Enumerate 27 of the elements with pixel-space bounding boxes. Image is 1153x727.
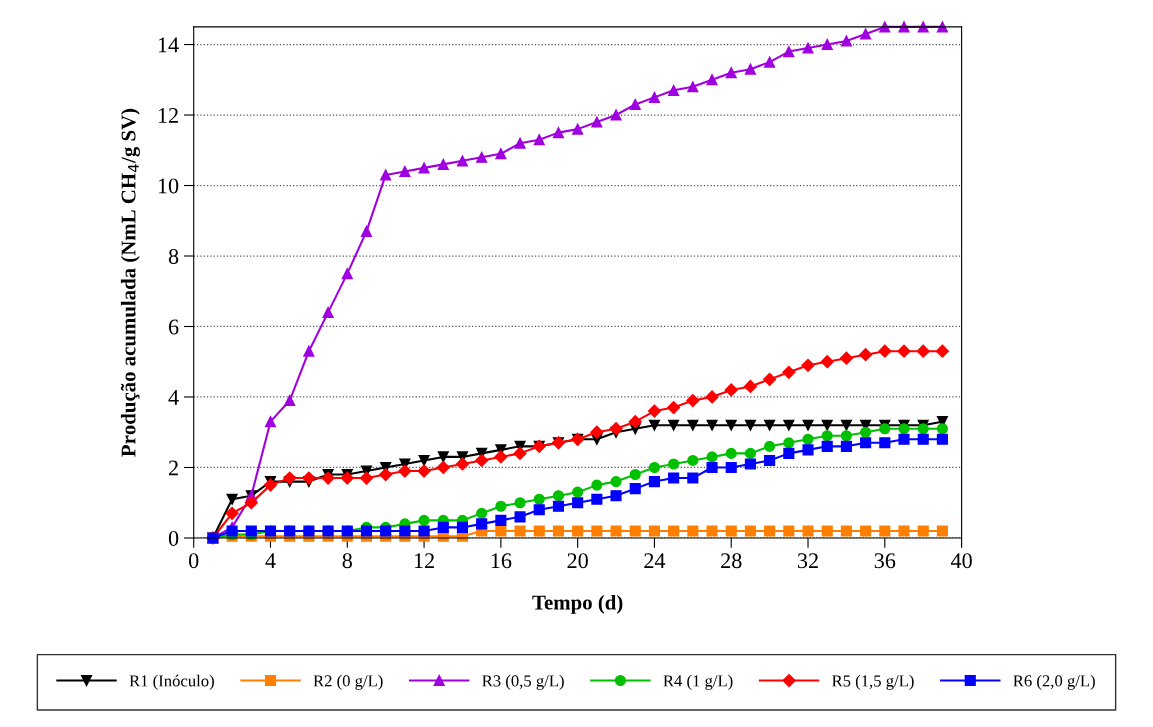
legend-label: R4 (1 g/L)	[663, 674, 733, 690]
x-tick-label: 32	[797, 553, 818, 569]
legend-label: R1 (Inóculo)	[129, 674, 214, 690]
y-tick-label: 10	[158, 178, 179, 194]
x-tick-label: 16	[491, 553, 512, 569]
x-tick-label: 0	[189, 553, 199, 569]
y-tick-label: 2	[168, 460, 178, 476]
legend-label: R5 (1,5 g/L)	[832, 674, 914, 690]
x-tick-label: 8	[342, 553, 352, 569]
x-tick-label: 4	[265, 553, 276, 568]
x-tick-label: 24	[644, 553, 666, 568]
y-tick-label: 0	[168, 530, 179, 546]
legend-label: R6 (2,0 g/L)	[1013, 674, 1095, 690]
legend-label: R2 (0 g/L)	[313, 674, 383, 690]
x-tick-label: 28	[721, 553, 742, 569]
x-tick-label: 40	[950, 553, 972, 569]
x-axis-title: Tempo (d)	[532, 594, 623, 614]
y-tick-label: 12	[158, 108, 178, 123]
y-tick-label: 8	[168, 248, 179, 264]
x-tick-label: 12	[414, 553, 434, 568]
y-tick-label: 4	[168, 390, 179, 405]
y-axis-title: Produção acumulada (NmL CH$_{4}$/g SV)	[120, 108, 140, 457]
y-tick-label: 14	[158, 37, 179, 53]
x-tick-label: 20	[567, 553, 588, 569]
legend-label: R3 (0,5 g/L)	[482, 674, 564, 690]
y-tick-label: 6	[168, 319, 179, 335]
x-tick-label: 36	[874, 553, 896, 569]
